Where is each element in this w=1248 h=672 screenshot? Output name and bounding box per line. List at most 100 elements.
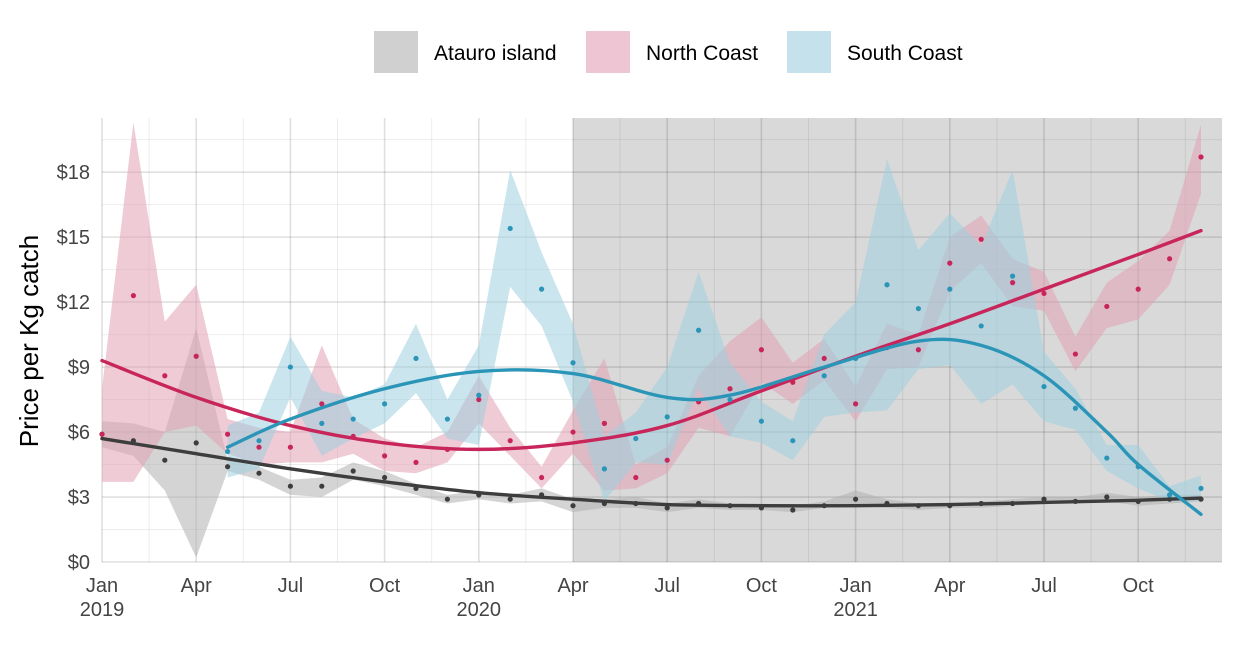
data-point-south-coast	[539, 286, 545, 292]
legend-key-south-coast	[787, 31, 831, 73]
data-point-north-coast	[476, 396, 482, 403]
y-axis-title: Price per Kg catch	[14, 235, 44, 447]
series-north-coast	[99, 154, 1204, 481]
x-tick-label: Jan	[839, 575, 871, 597]
data-point-north-coast	[319, 401, 325, 407]
data-point-south-coast	[225, 448, 231, 455]
data-point-north-coast	[507, 438, 513, 444]
data-point-south-coast	[476, 392, 482, 398]
trend-line-south-coast	[225, 337, 1203, 517]
data-point-north-coast	[664, 457, 670, 463]
data-point-south-coast	[507, 225, 513, 232]
trend-line-atauro-island	[100, 436, 1203, 508]
data-point-south-coast	[1167, 492, 1173, 498]
data-point-north-coast	[570, 429, 576, 435]
x-tick-year-label: 2021	[833, 599, 878, 621]
legend-key-north-coast	[586, 31, 630, 73]
data-point-south-coast	[821, 373, 827, 379]
legend-label-south-coast: South Coast	[847, 42, 963, 65]
data-point-north-coast	[758, 347, 765, 353]
data-point-atauro-island	[256, 470, 262, 476]
x-tick-label: Jul	[1031, 575, 1057, 597]
data-point-north-coast	[225, 431, 231, 437]
y-tick-label: $0	[68, 552, 90, 574]
data-point-south-coast	[696, 327, 702, 333]
band-south-coast	[227, 159, 1202, 502]
data-point-south-coast	[570, 360, 576, 366]
data-point-atauro-island	[790, 507, 796, 513]
data-point-south-coast	[413, 355, 419, 362]
data-point-atauro-island	[1104, 494, 1110, 500]
legend: Atauro island North Coast South Coast	[374, 31, 963, 73]
data-point-atauro-island	[382, 474, 388, 481]
data-point-atauro-island	[287, 483, 293, 489]
data-point-south-coast	[884, 282, 890, 288]
data-point-south-coast	[758, 418, 765, 424]
data-point-atauro-island	[570, 503, 576, 509]
x-tick-label: Jan	[463, 575, 495, 597]
data-point-north-coast	[193, 353, 199, 359]
data-point-north-coast	[413, 459, 419, 465]
data-point-atauro-island	[193, 440, 199, 446]
data-point-south-coast	[664, 414, 670, 420]
data-point-south-coast	[947, 286, 953, 292]
legend-label-atauro-island: Atauro island	[434, 42, 557, 65]
x-tick-label: Apr	[934, 575, 965, 597]
y-tick-label: $9	[68, 357, 90, 379]
series-south-coast	[225, 225, 1204, 517]
data-point-north-coast	[1198, 154, 1204, 160]
data-point-south-coast	[978, 323, 984, 329]
data-point-south-coast	[790, 438, 796, 444]
data-point-south-coast	[319, 420, 325, 426]
y-tick-label: $18	[57, 162, 90, 184]
data-point-south-coast	[1041, 383, 1047, 390]
x-tick-year-label: 2020	[457, 599, 502, 621]
ci-bands	[102, 122, 1202, 558]
data-point-north-coast	[130, 293, 136, 299]
data-point-north-coast	[1167, 256, 1173, 262]
data-point-atauro-island	[319, 483, 325, 489]
data-point-north-coast	[256, 444, 262, 450]
data-point-north-coast	[1104, 303, 1110, 310]
x-tick-label: Oct	[1123, 575, 1155, 597]
data-point-south-coast	[1198, 485, 1204, 491]
data-point-south-coast	[1010, 273, 1016, 279]
data-point-north-coast	[1072, 351, 1078, 357]
data-point-south-coast	[256, 438, 262, 444]
data-point-south-coast	[382, 401, 388, 407]
series-atauro-island	[99, 431, 1204, 513]
data-point-atauro-island	[162, 457, 168, 463]
data-point-south-coast	[915, 305, 922, 312]
data-point-south-coast	[1072, 405, 1078, 411]
y-tick-label: $3	[68, 487, 90, 509]
x-tick-label: Jul	[654, 575, 680, 597]
data-point-north-coast	[1135, 286, 1141, 292]
x-tick-label: Apr	[181, 575, 212, 597]
data-point-atauro-island	[350, 468, 356, 474]
data-point-north-coast	[821, 355, 827, 362]
y-tick-label: $15	[57, 227, 90, 249]
data-point-atauro-island	[225, 464, 231, 470]
data-point-north-coast	[978, 236, 984, 242]
data-point-north-coast	[162, 373, 168, 379]
trend-line-north-coast	[100, 228, 1203, 452]
x-tick-label: Apr	[557, 575, 588, 597]
legend-label-north-coast: North Coast	[646, 42, 758, 65]
data-point-north-coast	[853, 401, 859, 407]
legend-key-atauro-island	[374, 31, 418, 73]
y-tick-label: $6	[68, 422, 90, 444]
x-tick-year-label: 2019	[80, 599, 125, 621]
data-point-north-coast	[287, 444, 293, 450]
data-point-south-coast	[601, 466, 608, 472]
data-point-north-coast	[947, 260, 953, 266]
x-tick-label: Jul	[278, 575, 304, 597]
data-point-atauro-island	[444, 496, 450, 502]
data-point-south-coast	[444, 416, 450, 422]
data-point-atauro-island	[507, 496, 513, 502]
x-tick-label: Oct	[369, 575, 401, 597]
data-point-south-coast	[350, 416, 356, 422]
data-point-north-coast	[1010, 280, 1016, 286]
